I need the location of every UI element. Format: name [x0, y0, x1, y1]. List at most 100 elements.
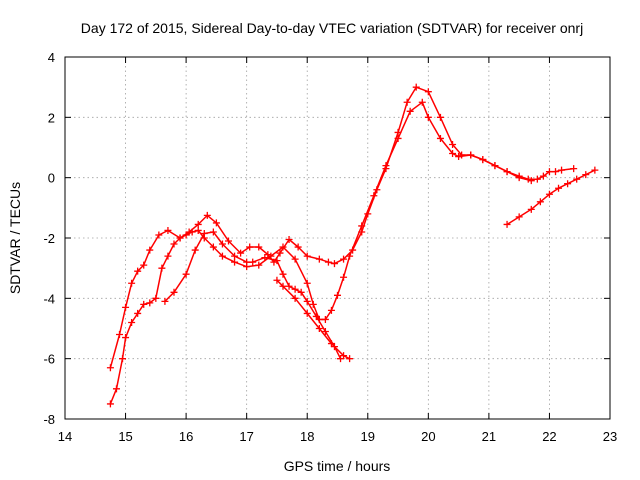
data-point: [321, 315, 329, 323]
data-point: [212, 219, 220, 227]
data-point: [315, 325, 323, 332]
data-point: [303, 309, 311, 317]
series-line: [506, 169, 596, 226]
data-point: [394, 128, 402, 136]
data-point: [403, 98, 411, 106]
y-tick-label: 2: [48, 110, 55, 125]
data-point: [279, 282, 287, 290]
data-point: [249, 258, 257, 266]
data-point: [291, 255, 299, 263]
data-point: [231, 258, 239, 266]
data-point: [364, 210, 372, 218]
data-point: [237, 249, 245, 257]
data-point: [191, 246, 199, 254]
data-point: [449, 140, 457, 148]
chart-title: Day 172 of 2015, Sidereal Day-to-day VTE…: [81, 20, 583, 36]
data-point: [255, 261, 263, 269]
data-point: [327, 340, 335, 348]
data-point: [134, 309, 142, 317]
series-track-e: [503, 166, 599, 228]
x-tick-label: 16: [179, 429, 193, 444]
data-point: [449, 150, 457, 158]
x-tick-label: 23: [603, 429, 617, 444]
data-point: [194, 226, 202, 234]
data-point: [291, 285, 299, 293]
data-point: [479, 156, 487, 164]
data-point: [436, 134, 444, 142]
data-point: [418, 98, 426, 106]
y-tick-label: -2: [43, 231, 55, 246]
data-point: [349, 246, 357, 254]
series-line: [276, 279, 351, 360]
data-point: [279, 270, 287, 278]
data-point: [570, 165, 578, 173]
data-point: [458, 151, 466, 159]
data-point: [285, 236, 293, 244]
data-point: [194, 220, 202, 228]
data-point: [324, 258, 332, 266]
data-point: [146, 299, 154, 307]
data-point: [152, 294, 160, 302]
data-point: [536, 198, 544, 206]
series-line: [109, 86, 533, 369]
y-tick-label: -4: [43, 291, 55, 306]
data-point: [330, 260, 338, 268]
data-point: [182, 270, 190, 278]
data-point: [200, 229, 208, 237]
data-point: [203, 211, 211, 219]
data-point: [140, 300, 148, 308]
data-point: [170, 240, 178, 248]
x-tick-label: 21: [482, 429, 496, 444]
series-track-c: [161, 228, 345, 363]
data-point: [545, 168, 553, 176]
x-tick-label: 14: [58, 429, 72, 444]
x-tick-label: 15: [118, 429, 132, 444]
data-point: [243, 258, 251, 266]
data-point: [112, 385, 120, 393]
data-point: [327, 306, 335, 314]
data-point: [225, 237, 232, 245]
data-point: [106, 400, 114, 408]
data-point: [340, 352, 348, 360]
data-point: [176, 234, 184, 242]
data-point: [424, 88, 432, 96]
data-point: [334, 291, 341, 299]
data-point: [303, 252, 311, 260]
data-point: [358, 228, 366, 236]
data-point: [185, 228, 193, 236]
data-point: [294, 243, 302, 251]
data-point: [545, 190, 553, 198]
data-point: [373, 186, 381, 194]
data-point: [255, 243, 263, 251]
data-point: [122, 334, 130, 342]
y-axis-title: SDTVAR / TECUs: [7, 182, 23, 294]
x-tick-label: 22: [542, 429, 556, 444]
data-point: [382, 165, 390, 173]
grid-lines: [65, 57, 610, 419]
data-point: [106, 364, 114, 372]
data-point: [276, 249, 284, 257]
data-point: [591, 166, 599, 174]
data-point: [436, 113, 444, 121]
data-point: [340, 273, 348, 281]
data-point: [218, 240, 226, 248]
data-point: [412, 83, 420, 91]
data-point: [231, 252, 239, 260]
data-point: [315, 255, 323, 263]
data-point: [424, 113, 432, 121]
data-point: [467, 151, 475, 159]
data-point: [264, 251, 272, 259]
data-point: [558, 166, 566, 174]
data-point: [146, 246, 154, 254]
data-point: [527, 177, 535, 185]
series-line: [164, 231, 342, 360]
data-point: [564, 180, 572, 188]
data-point: [291, 294, 299, 302]
x-tick-label: 19: [361, 429, 375, 444]
data-point: [209, 243, 217, 251]
data-point: [273, 257, 281, 265]
x-axis: 14 15 16 17 18 19 20 21 22 23: [58, 57, 617, 444]
data-point: [140, 261, 148, 269]
data-point: [309, 300, 317, 308]
